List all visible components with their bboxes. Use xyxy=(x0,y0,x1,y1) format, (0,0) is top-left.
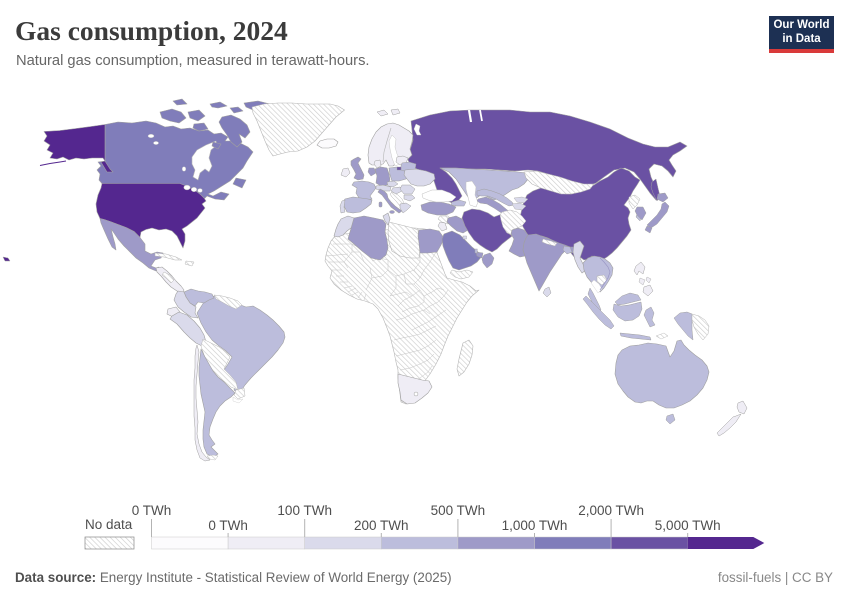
svg-text:2,000 TWh: 2,000 TWh xyxy=(578,503,644,518)
svg-text:500 TWh: 500 TWh xyxy=(431,503,486,518)
svg-text:1,000 TWh: 1,000 TWh xyxy=(502,518,568,533)
svg-text:0 TWh: 0 TWh xyxy=(132,503,172,518)
svg-text:No data: No data xyxy=(85,517,133,532)
svg-text:200 TWh: 200 TWh xyxy=(354,518,409,533)
svg-text:0 TWh: 0 TWh xyxy=(208,518,248,533)
svg-text:5,000 TWh: 5,000 TWh xyxy=(655,518,721,533)
svg-text:100 TWh: 100 TWh xyxy=(277,503,332,518)
